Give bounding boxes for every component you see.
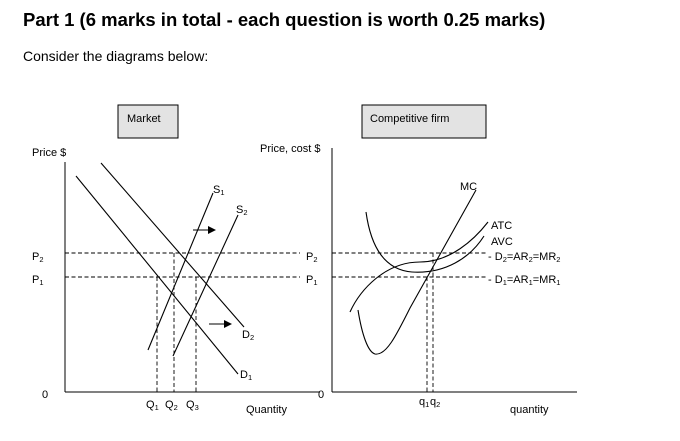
firm-box	[361, 104, 487, 139]
firm-q2-label: q2	[430, 396, 440, 409]
s2-label: S2	[236, 204, 248, 217]
market-box	[117, 104, 179, 139]
market-origin-label: 0	[42, 389, 48, 401]
market-box-label: Market	[127, 113, 161, 125]
demand-curve-d1	[75, 175, 239, 375]
avc-curve	[365, 211, 485, 273]
firm-diagram: Competitive firm Price, cost $ 0 quantit…	[260, 104, 577, 416]
supply-curve-s1	[147, 192, 214, 351]
q1-label: Q1	[146, 399, 159, 412]
d1-label: D1	[240, 369, 252, 382]
market-diagram: Market Price $ 0 Quantity P2 P1 S1 S2 D2…	[32, 104, 320, 416]
firm-origin-label: 0	[318, 389, 324, 401]
q3-label: Q3	[186, 399, 199, 412]
demand-curve-d2	[100, 162, 245, 328]
intro-text: Consider the diagrams below:	[23, 48, 209, 64]
avc-label: AVC	[491, 236, 513, 248]
mc-curve	[357, 189, 477, 355]
market-p1-label: P1	[32, 274, 44, 287]
page-heading: Part 1 (6 marks in total - each question…	[23, 9, 546, 30]
d1-ar1-mr1-label: - D1=AR1=MR1	[488, 274, 560, 287]
mc-label: MC	[460, 181, 477, 193]
firm-x-axis-label: quantity	[510, 404, 549, 416]
market-y-axis-label: Price $	[32, 147, 66, 159]
market-x-axis-label: Quantity	[246, 404, 287, 416]
d2-label: D2	[242, 329, 254, 342]
atc-curve	[349, 221, 489, 313]
firm-p2-label: P2	[306, 251, 318, 264]
d2-ar2-mr2-label: - D2=AR2=MR2	[488, 251, 560, 264]
q2-label: Q2	[165, 399, 178, 412]
firm-box-label: Competitive firm	[370, 113, 449, 125]
s1-label: S1	[213, 184, 225, 197]
firm-p1-label: P1	[306, 274, 318, 287]
firm-y-axis-label: Price, cost $	[260, 143, 321, 155]
firm-q1-label: q1	[419, 396, 429, 409]
atc-label: ATC	[491, 220, 512, 232]
market-p2-label: P2	[32, 251, 44, 264]
supply-curve-s2	[172, 214, 239, 357]
